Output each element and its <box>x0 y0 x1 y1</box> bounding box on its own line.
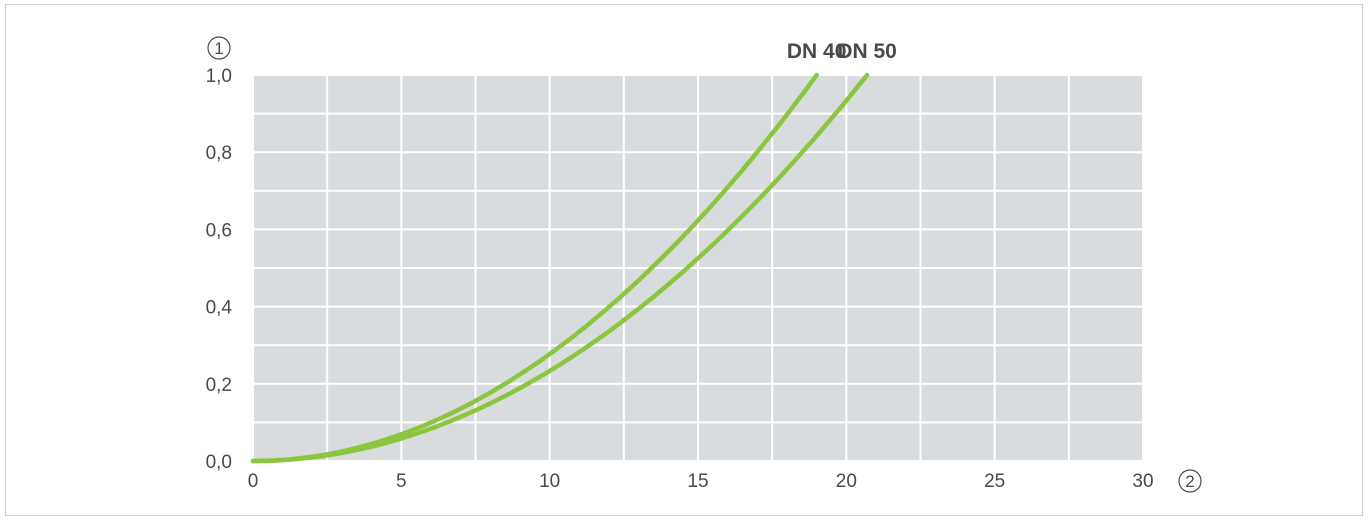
x-tick-label: 5 <box>396 471 407 492</box>
x-tick-label: 15 <box>687 471 708 492</box>
x-tick-label: 20 <box>836 471 857 492</box>
grid <box>252 74 1144 462</box>
series-label-dn40: DN 40 <box>787 40 847 63</box>
y-tick-label: 0,0 <box>206 452 232 473</box>
x-tick-label: 0 <box>248 471 259 492</box>
x-tick-label: 10 <box>539 471 560 492</box>
y-tick-label: 0,2 <box>206 375 232 396</box>
x-axis-callout: 2 <box>1185 472 1194 491</box>
y-tick-label: 0,8 <box>206 143 232 164</box>
y-axis-callout: 1 <box>214 39 223 58</box>
tick-labels: 0 5 10 15 20 25 30 0,0 0,2 0,4 0,6 0,8 1,0 <box>206 66 1154 492</box>
series-label-dn50: DN 50 <box>837 40 897 63</box>
x-tick-label: 30 <box>1132 471 1153 492</box>
y-axis-callout-circle <box>207 36 231 60</box>
y-tick-label: 0,4 <box>206 298 233 319</box>
series-line-dn50 <box>250 72 870 464</box>
x-axis-callout-circle <box>1178 469 1202 493</box>
y-tick-label: 0,6 <box>206 220 232 241</box>
x-tick-label: 25 <box>984 471 1005 492</box>
y-tick-label: 1,0 <box>206 66 232 87</box>
series-lines <box>250 72 870 464</box>
